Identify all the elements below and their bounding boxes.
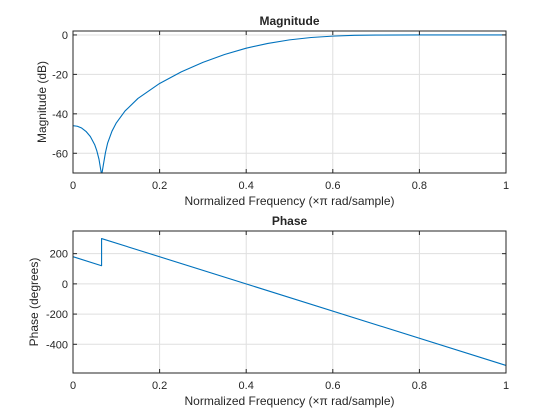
- mag-x-tick-label: 0.8: [412, 180, 427, 192]
- phase-x-tick-label: 0.4: [239, 380, 254, 392]
- mag-y-axis-label: Magnitude (dB): [35, 61, 49, 143]
- phase-x-tick-label: 0.6: [325, 380, 340, 392]
- mag-x-tick-label: 1: [503, 180, 509, 192]
- mag-axes: 0 0.2 0.4 0.6 0.8 1 0 -20 -40 -60 Magnitude Normali…: [35, 14, 509, 208]
- phase-y-tick-label: -400: [46, 339, 68, 351]
- mag-x-tick-label: 0.4: [239, 180, 254, 192]
- mag-x-tick-label: 0.6: [325, 180, 340, 192]
- phase-y-tick-label: 0: [62, 279, 68, 291]
- mag-x-axis-label: Normalized Frequency (×π rad/sample): [184, 194, 394, 208]
- mag-title: Magnitude: [260, 14, 320, 28]
- mag-response-line: [72, 34, 506, 174]
- mag-y-tick-label: -40: [52, 109, 68, 121]
- phase-title: Phase: [272, 214, 308, 228]
- phase-axes: 0 0.2 0.4 0.6 0.8 1 200 0 -200 -400 Phase Normalize…: [27, 214, 509, 408]
- phase-axes-box: [72, 230, 507, 374]
- mag-x-tick-label: 0: [70, 180, 76, 192]
- phase-x-tick-label: 1: [503, 380, 509, 392]
- phase-x-tick-label: 0.2: [152, 380, 167, 392]
- phase-y-tick-label: 200: [50, 249, 68, 261]
- phase-y-axis-label: Phase (degrees): [27, 258, 41, 347]
- phase-x-axis-label: Normalized Frequency (×π rad/sample): [184, 394, 394, 408]
- phase-y-tick-label: -200: [46, 309, 68, 321]
- mag-x-tick-label: 0.2: [152, 180, 167, 192]
- mag-y-tick-label: -20: [52, 69, 68, 81]
- phase-x-tick-label: 0.8: [412, 380, 427, 392]
- mag-y-tick-label: -60: [52, 148, 68, 160]
- phase-x-tick-label: 0: [70, 380, 76, 392]
- phase-response-line: [72, 238, 507, 366]
- mag-axes-box: [72, 30, 507, 174]
- mag-y-tick-label: 0: [62, 30, 68, 42]
